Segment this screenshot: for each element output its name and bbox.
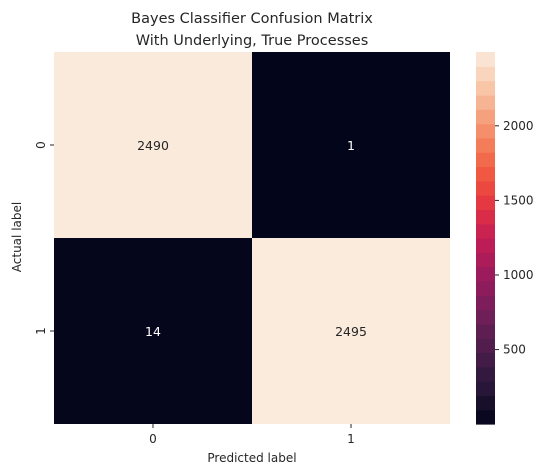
colorbar-band (476, 338, 495, 354)
colorbar-tick-label: 1500 (503, 193, 534, 207)
y-axis-ticks: 01 (34, 141, 54, 335)
colorbar-tick-label: 1000 (503, 268, 534, 282)
colorbar-ticks: 500 1000 1500 2000 (495, 119, 534, 357)
cell-value-label: 2495 (335, 324, 367, 339)
colorbar-band (476, 280, 495, 296)
cell-value-labels: 2490 1 14 2495 (137, 138, 367, 339)
heatmap-cells (54, 52, 450, 424)
colorbar-band (476, 152, 495, 168)
colorbar-band (476, 209, 495, 225)
x-tick-label: 0 (149, 432, 157, 446)
colorbar-band (476, 309, 495, 325)
colorbar-band (476, 395, 495, 411)
colorbar-band (476, 166, 495, 182)
colorbar-band (476, 195, 495, 210)
chart-title-line-1: Bayes Classifier Confusion Matrix (131, 11, 373, 27)
colorbar-tick-label: 500 (503, 343, 526, 357)
colorbar-band (476, 223, 495, 239)
cell-value-label: 2490 (137, 138, 169, 153)
colorbar-tick-label: 2000 (503, 119, 534, 133)
heatmap-cell (252, 52, 450, 238)
colorbar-band (476, 66, 495, 82)
cell-value-label: 1 (347, 138, 355, 153)
heatmap-cell (54, 52, 252, 238)
x-axis-label: Predicted label (207, 451, 296, 465)
heatmap-cell (252, 238, 450, 424)
cell-value-label: 14 (145, 324, 161, 339)
colorbar-band (476, 366, 495, 382)
y-tick-label: 0 (34, 141, 48, 149)
colorbar-band (476, 352, 495, 368)
x-tick-label: 1 (347, 432, 355, 446)
heatmap-cell (54, 238, 252, 424)
colorbar-band (476, 238, 495, 253)
colorbar-band (476, 52, 495, 67)
colorbar-band (476, 381, 495, 396)
colorbar-band (476, 295, 495, 311)
colorbar (476, 52, 495, 425)
colorbar-band (476, 180, 495, 196)
colorbar-band (476, 266, 495, 282)
colorbar-band (476, 409, 495, 425)
y-axis-label: Actual label (10, 202, 24, 272)
colorbar-band (476, 80, 495, 96)
y-tick-label: 1 (34, 327, 48, 335)
colorbar-band (476, 123, 495, 139)
colorbar-band (476, 323, 495, 339)
colorbar-band (476, 94, 495, 110)
colorbar-band (476, 137, 495, 153)
colorbar-band (476, 109, 495, 125)
chart-title-line-2: With Underlying, True Processes (136, 33, 369, 49)
colorbar-band (476, 252, 495, 268)
